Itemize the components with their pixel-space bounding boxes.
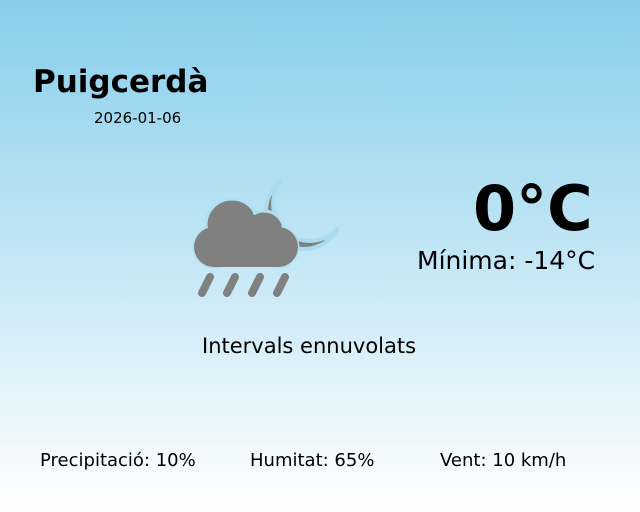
min-temperature: Mínima: -14°C (417, 246, 596, 275)
precipitation: Precipitació: 10% (40, 450, 196, 471)
humidity: Humitat: 65% (250, 450, 375, 471)
condition: Intervals ennuvolats (202, 334, 417, 358)
cloud-rain-moon-icon (192, 178, 340, 297)
wind: Vent: 10 km/h (440, 450, 567, 471)
city-name: Puigcerdà (33, 64, 209, 100)
date: 2026-01-06 (94, 109, 182, 127)
temperature: 0°C (473, 172, 593, 245)
